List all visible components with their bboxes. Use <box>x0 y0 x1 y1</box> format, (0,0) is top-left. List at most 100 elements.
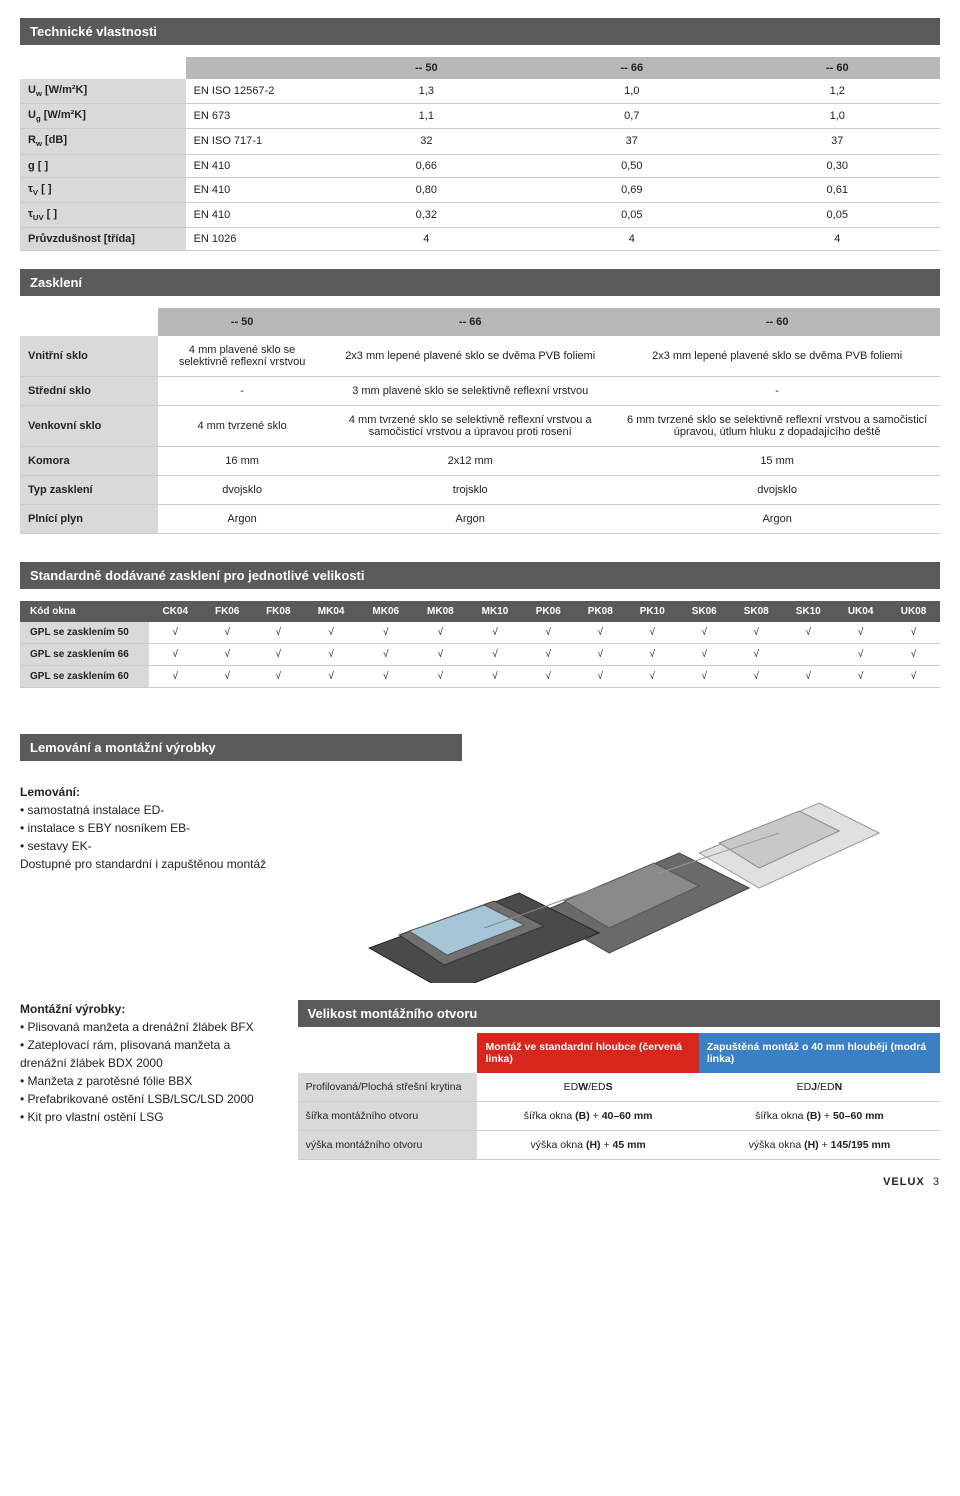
sizes-table: Kód oknaCK04FK06FK08MK04MK06MK08MK10PK06… <box>20 601 940 688</box>
sizes-mark: √ <box>626 622 678 644</box>
tech-value: 1,1 <box>324 104 529 129</box>
zask-cell: - <box>614 376 940 405</box>
zask-col-head: -- 66 <box>326 308 614 336</box>
zask-col-head: -- 60 <box>614 308 940 336</box>
sizes-mark: √ <box>413 622 468 644</box>
tech-value: 0,80 <box>324 177 529 202</box>
sizes-col: MK04 <box>304 601 359 622</box>
zask-row-label: Typ zasklení <box>20 475 158 504</box>
sizes-mark: √ <box>468 665 523 687</box>
tech-value: 1,2 <box>735 79 940 104</box>
sizes-col: SK06 <box>678 601 730 622</box>
mont-prod-item: Prefabrikované ostění LSB/LSC/LSD 2000 <box>20 1090 278 1108</box>
sizes-mark: √ <box>834 665 887 687</box>
sizes-mark: √ <box>626 665 678 687</box>
sizes-mark: √ <box>358 643 413 665</box>
sizes-row-label: GPL se zasklením 60 <box>20 665 149 687</box>
sizes-mark: √ <box>626 643 678 665</box>
sizes-mark: √ <box>730 665 782 687</box>
section-tech: Technické vlastnosti <box>20 18 940 45</box>
zask-cell: 2x12 mm <box>326 446 614 475</box>
zask-row-label: Plnící plyn <box>20 504 158 533</box>
zask-cell: dvojsklo <box>614 475 940 504</box>
sizes-mark: √ <box>887 643 940 665</box>
sizes-col: UK08 <box>887 601 940 622</box>
sizes-mark: √ <box>574 665 626 687</box>
tech-value: 4 <box>735 227 940 250</box>
sizes-mark: √ <box>149 665 202 687</box>
tech-value: 0,05 <box>735 202 940 227</box>
zask-row-label: Střední sklo <box>20 376 158 405</box>
zask-cell: trojsklo <box>326 475 614 504</box>
tech-param: Ug [W/m²K] <box>20 104 186 129</box>
zask-cell: 4 mm plavené sklo se selektivně reflexní… <box>158 336 326 377</box>
lem-illustration <box>298 783 940 986</box>
tech-standard: EN 410 <box>186 177 324 202</box>
tech-col-head: -- 66 <box>529 57 734 79</box>
mont-cell-a: EDW/EDS <box>477 1073 698 1102</box>
footer-page: 3 <box>933 1176 940 1188</box>
sizes-mark <box>782 643 834 665</box>
tech-value: 0,7 <box>529 104 734 129</box>
tech-value: 0,30 <box>735 154 940 177</box>
mont-head-blue: Zapuštěná montáž o 40 mm hlouběji (modrá… <box>699 1033 940 1073</box>
zask-cell: 2x3 mm lepené plavené sklo se dvěma PVB … <box>326 336 614 377</box>
sizes-mark: √ <box>522 643 574 665</box>
sizes-mark: √ <box>782 665 834 687</box>
tech-value: 4 <box>529 227 734 250</box>
zask-cell: 4 mm tvrzené sklo <box>158 405 326 446</box>
page-footer: VELUX 3 <box>20 1176 940 1188</box>
zask-cell: 15 mm <box>614 446 940 475</box>
tech-value: 1,0 <box>735 104 940 129</box>
tech-value: 0,50 <box>529 154 734 177</box>
tech-standard: EN 673 <box>186 104 324 129</box>
zask-cell: Argon <box>614 504 940 533</box>
sizes-mark: √ <box>574 622 626 644</box>
sizes-mark: √ <box>304 622 359 644</box>
sizes-head-label: Kód okna <box>20 601 149 622</box>
tech-param: Průvzdušnost [třída] <box>20 227 186 250</box>
section-lem: Lemování a montážní výrobky <box>20 734 462 761</box>
mont-products: Montážní výrobky: Plisovaná manžeta a dr… <box>20 1000 278 1160</box>
mont-table: Montáž ve standardní hloubce (červená li… <box>298 1033 940 1160</box>
zask-cell: 2x3 mm lepené plavené sklo se dvěma PVB … <box>614 336 940 377</box>
sizes-mark: √ <box>149 643 202 665</box>
mont-prod-item: Zateplovací rám, plisovaná manžeta a dre… <box>20 1036 278 1072</box>
sizes-mark: √ <box>149 622 202 644</box>
sizes-mark: √ <box>834 622 887 644</box>
sizes-row-label: GPL se zasklením 50 <box>20 622 149 644</box>
tech-value: 0,61 <box>735 177 940 202</box>
sizes-row-label: GPL se zasklením 66 <box>20 643 149 665</box>
mont-cell-a: šířka okna (B) + 40–60 mm <box>477 1101 698 1130</box>
tech-standard: EN 1026 <box>186 227 324 250</box>
sizes-mark: √ <box>358 665 413 687</box>
zask-cell: Argon <box>158 504 326 533</box>
lem-item: sestavy EK- <box>20 837 278 855</box>
zask-cell: 3 mm plavené sklo se selektivně reflexní… <box>326 376 614 405</box>
tech-standard: EN ISO 12567-2 <box>186 79 324 104</box>
sizes-col: PK06 <box>522 601 574 622</box>
lem-item: instalace s EBY nosníkem EB- <box>20 819 278 837</box>
sizes-col: MK06 <box>358 601 413 622</box>
sizes-mark: √ <box>468 643 523 665</box>
zask-row-label: Komora <box>20 446 158 475</box>
tech-standard: EN ISO 717-1 <box>186 129 324 154</box>
sizes-col: PK10 <box>626 601 678 622</box>
sizes-mark: √ <box>253 622 304 644</box>
tech-value: 37 <box>735 129 940 154</box>
tech-col-head: -- 60 <box>735 57 940 79</box>
sizes-mark: √ <box>253 665 304 687</box>
mont-cell-b: šířka okna (B) + 50–60 mm <box>699 1101 940 1130</box>
sizes-mark: √ <box>522 622 574 644</box>
sizes-mark: √ <box>678 665 730 687</box>
tech-value: 0,05 <box>529 202 734 227</box>
zask-cell: 6 mm tvrzené sklo se selektivně reflexní… <box>614 405 940 446</box>
tech-value: 0,69 <box>529 177 734 202</box>
sizes-mark: √ <box>522 665 574 687</box>
zask-cell: Argon <box>326 504 614 533</box>
tech-col-head: -- 50 <box>324 57 529 79</box>
sizes-col: MK10 <box>468 601 523 622</box>
tech-value: 4 <box>324 227 529 250</box>
sizes-mark: √ <box>253 643 304 665</box>
tech-param: τV [ ] <box>20 177 186 202</box>
